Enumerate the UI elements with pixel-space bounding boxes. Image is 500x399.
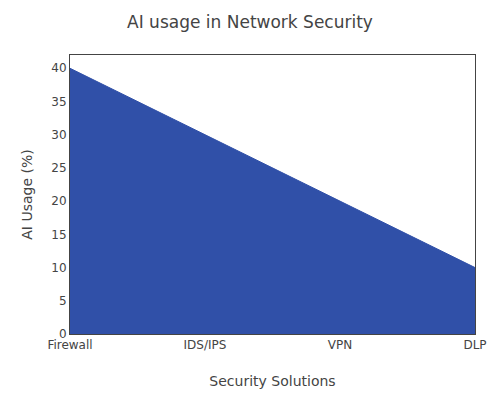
svg-text:AI usage in Network Security: AI usage in Network Security <box>127 12 373 32</box>
svg-text:0: 0 <box>59 327 67 341</box>
svg-text:Security Solutions: Security Solutions <box>209 373 335 389</box>
svg-text:20: 20 <box>51 194 66 208</box>
svg-text:Firewall: Firewall <box>47 338 92 352</box>
svg-text:DLP: DLP <box>463 338 486 352</box>
svg-text:VPN: VPN <box>328 338 352 352</box>
svg-text:25: 25 <box>51 161 66 175</box>
svg-text:AI Usage (%): AI Usage (%) <box>19 149 35 239</box>
svg-text:30: 30 <box>51 128 66 142</box>
svg-text:35: 35 <box>51 95 66 109</box>
svg-text:10: 10 <box>51 261 66 275</box>
svg-text:IDS/IPS: IDS/IPS <box>184 338 227 352</box>
svg-text:15: 15 <box>51 228 66 242</box>
svg-text:40: 40 <box>51 61 66 75</box>
svg-text:5: 5 <box>59 294 67 308</box>
